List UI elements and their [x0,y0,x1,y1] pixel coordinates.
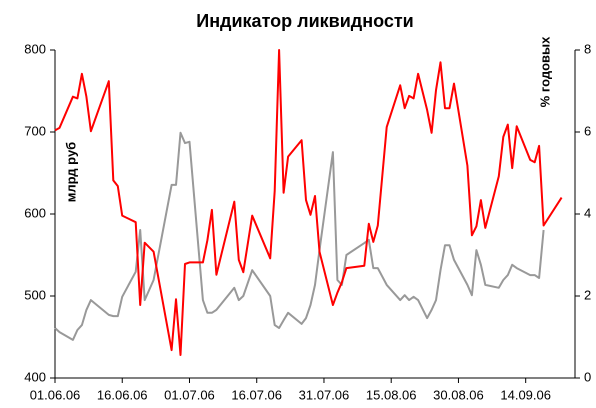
y2-tick-label: 2 [584,287,591,302]
y2-tick-label: 0 [584,369,591,384]
x-tick-label: 15.08.06 [366,387,417,402]
x-tick-label: 31.07.06 [299,387,350,402]
y-axis-label: млрд руб [63,142,78,202]
y-tick-label: 700 [24,123,46,138]
x-tick-label: 01.07.06 [164,387,215,402]
y-tick-label: 500 [24,287,46,302]
y2-tick-label: 8 [584,41,591,56]
y-tick-label: 600 [24,205,46,220]
x-tick-label: 16.06.06 [97,387,148,402]
y2-tick-label: 4 [584,205,591,220]
x-tick-label: 30.08.06 [433,387,484,402]
x-tick-label: 01.06.06 [30,387,81,402]
y2-tick-label: 6 [584,123,591,138]
x-tick-label: 14.09.06 [500,387,551,402]
line-series [54,131,545,341]
y2-axis-label: % годовых [537,36,552,107]
x-tick-label: 16.07.06 [231,387,282,402]
y-tick-label: 400 [24,369,46,384]
chart-title: Индикатор ликвидности [196,11,413,31]
line-series [54,49,563,356]
y-tick-label: 800 [24,41,46,56]
